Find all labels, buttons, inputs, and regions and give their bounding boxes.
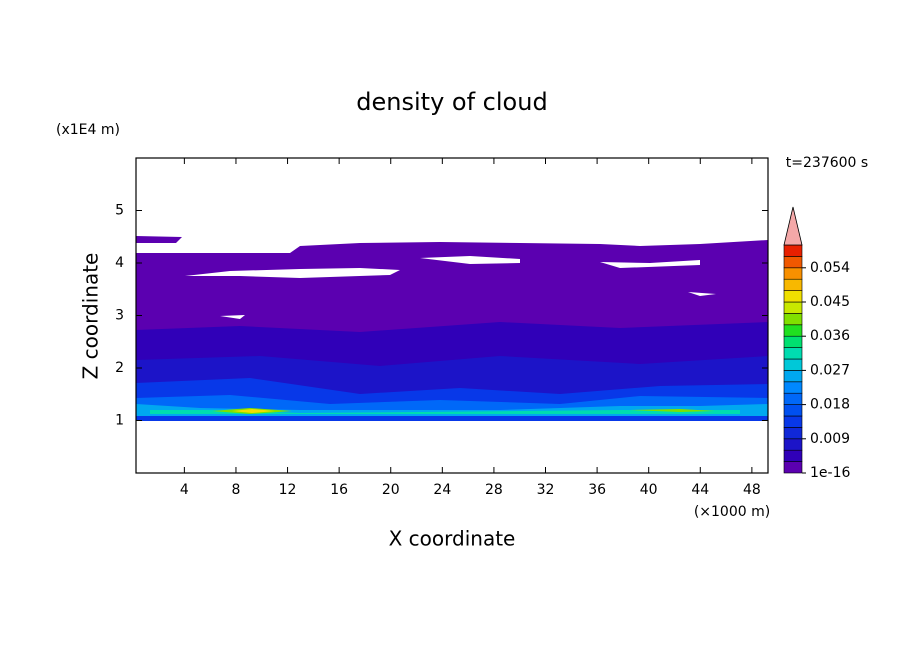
x-axis-label: X coordinate bbox=[389, 527, 516, 551]
colorbar-label: 0.054 bbox=[810, 260, 850, 276]
y-tick-label: 3 bbox=[115, 308, 124, 324]
colorbar-label: 1e-16 bbox=[810, 465, 850, 481]
x-tick-label: 16 bbox=[330, 482, 348, 498]
colorbar-label: 0.018 bbox=[810, 397, 850, 413]
colorbar-box bbox=[783, 370, 803, 383]
colorbar-box bbox=[783, 313, 803, 326]
colorbar-box bbox=[783, 267, 803, 280]
colorbar-box bbox=[783, 347, 803, 360]
chart-title: density of cloud bbox=[356, 88, 547, 116]
colorbar-box bbox=[783, 301, 803, 314]
x-tick-label: 4 bbox=[180, 482, 189, 498]
contour-field bbox=[136, 236, 768, 421]
colorbar-label: 0.036 bbox=[810, 328, 850, 344]
colorbar-box bbox=[783, 358, 803, 371]
x-tick-label: 28 bbox=[485, 482, 503, 498]
x-tick-label: 48 bbox=[743, 482, 761, 498]
x-tick-label: 8 bbox=[231, 482, 240, 498]
colorbar-box bbox=[783, 427, 803, 440]
colorbar-extend bbox=[783, 206, 803, 246]
y-unit: (x1E4 m) bbox=[56, 122, 120, 138]
colorbar-box bbox=[783, 404, 803, 417]
y-tick-label: 1 bbox=[115, 413, 124, 429]
colorbar-box bbox=[783, 335, 803, 348]
colorbar-box bbox=[783, 381, 803, 394]
colorbar-box bbox=[783, 438, 803, 451]
x-tick-label: 44 bbox=[691, 482, 709, 498]
x-tick-label: 20 bbox=[382, 482, 400, 498]
colorbar-box bbox=[783, 244, 803, 257]
x-tick-label: 24 bbox=[433, 482, 451, 498]
x-unit: (×1000 m) bbox=[694, 504, 770, 520]
colorbar-label: 0.027 bbox=[810, 362, 850, 378]
x-tick-label: 12 bbox=[279, 482, 297, 498]
colorbar-box bbox=[783, 392, 803, 405]
y-tick-label: 4 bbox=[115, 255, 124, 271]
colorbar-box bbox=[783, 256, 803, 269]
y-tick-label: 5 bbox=[115, 203, 124, 219]
colorbar-label: 0.009 bbox=[810, 431, 850, 447]
colorbar-box bbox=[783, 415, 803, 428]
x-tick-label: 40 bbox=[640, 482, 658, 498]
colorbar-box bbox=[783, 324, 803, 337]
colorbar-box bbox=[783, 461, 803, 474]
time-label: t=237600 s bbox=[786, 155, 868, 171]
colorbar-box bbox=[783, 449, 803, 462]
x-tick-label: 36 bbox=[588, 482, 606, 498]
colorbar-box bbox=[783, 278, 803, 291]
y-tick-label: 2 bbox=[115, 360, 124, 376]
y-axis-label: Z coordinate bbox=[79, 253, 103, 380]
x-tick-label: 32 bbox=[537, 482, 555, 498]
colorbar-label: 0.045 bbox=[810, 294, 850, 310]
colorbar-box bbox=[783, 290, 803, 303]
